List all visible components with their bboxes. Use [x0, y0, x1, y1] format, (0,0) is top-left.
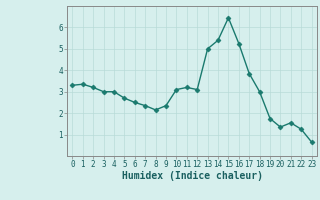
X-axis label: Humidex (Indice chaleur): Humidex (Indice chaleur): [122, 171, 262, 181]
